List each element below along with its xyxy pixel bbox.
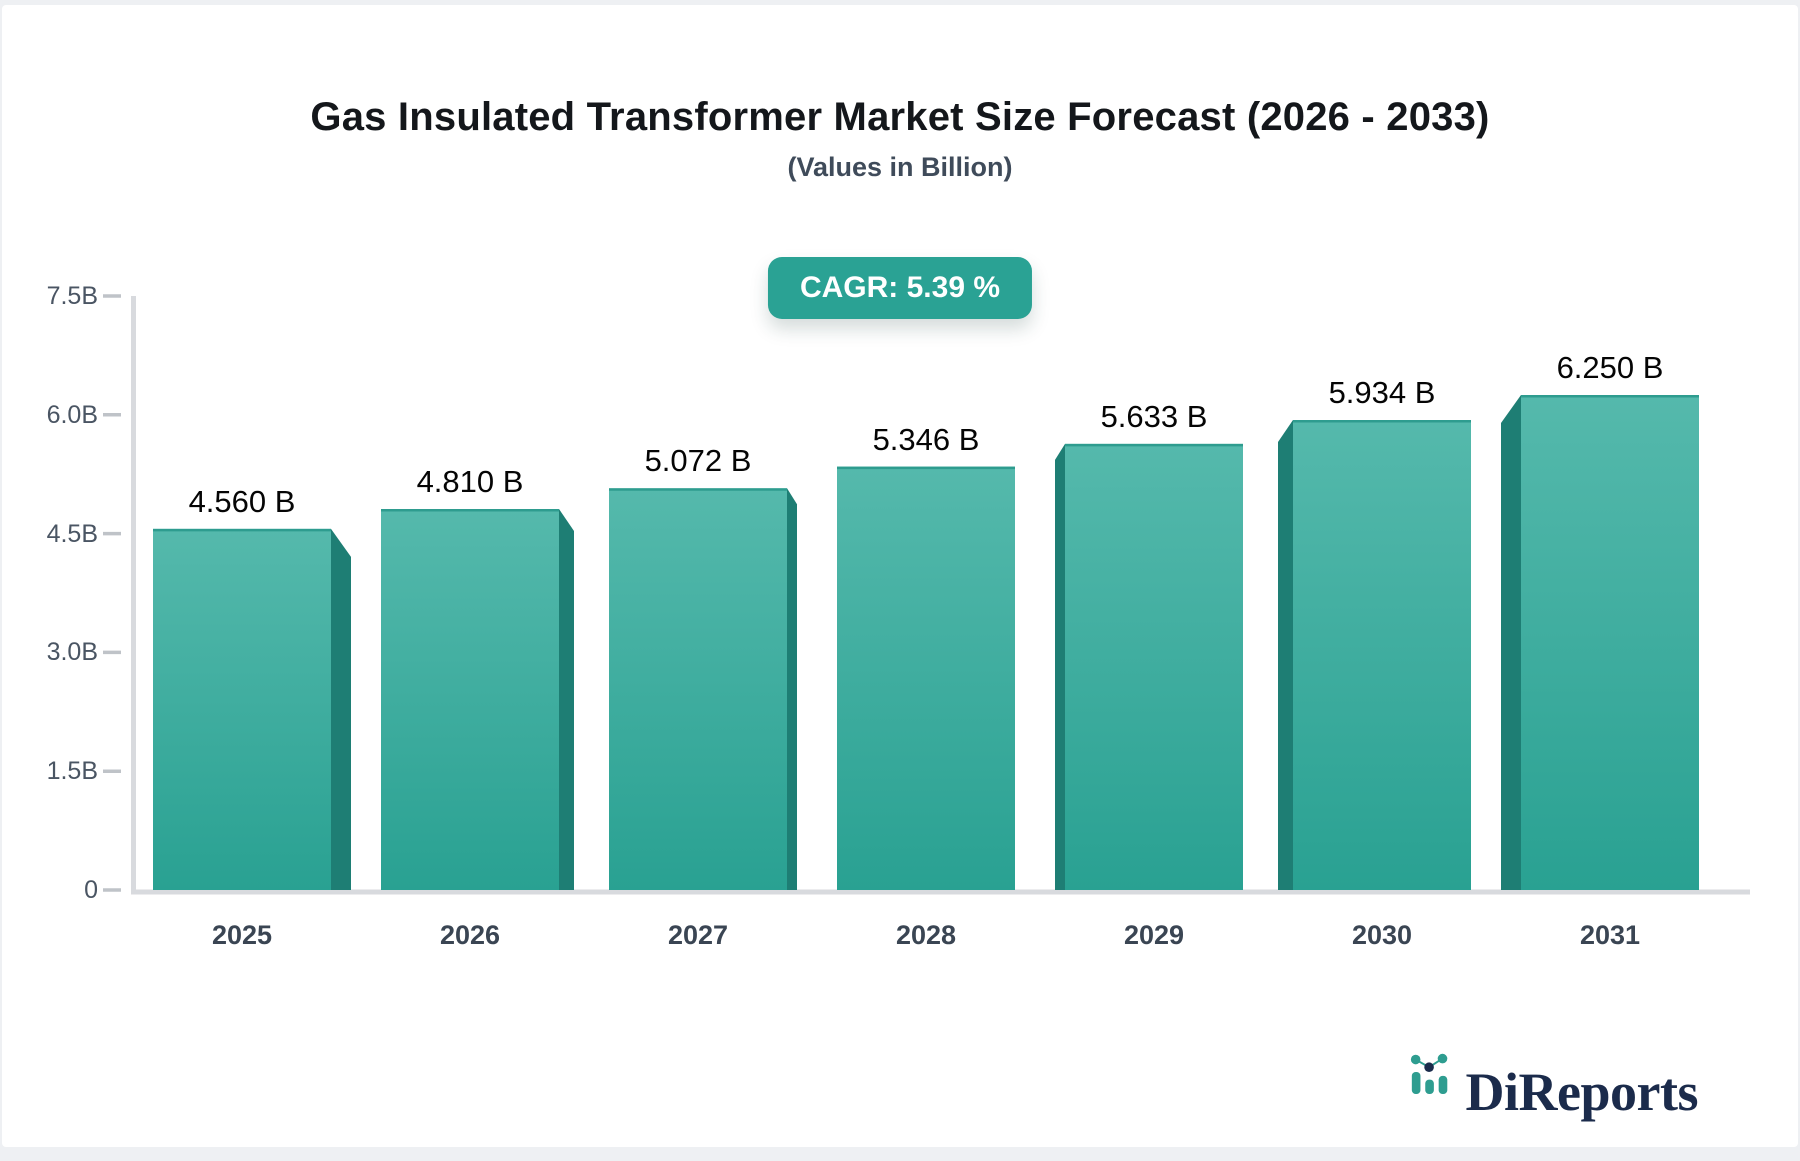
y-axis-tick-label: 1.5B xyxy=(46,757,98,786)
x-axis-category-label: 2026 xyxy=(439,920,501,950)
y-axis-tick-label: 7.5B xyxy=(46,282,98,310)
brand-name: DiReports xyxy=(1465,1062,1699,1122)
bars-group xyxy=(153,395,1699,890)
bar-chart-canvas xyxy=(103,294,1750,895)
bar-side-face xyxy=(787,488,797,890)
x-axis-category-label: 2028 xyxy=(895,920,957,950)
bar-front-face xyxy=(1293,420,1471,890)
bar-value-label: 6.250 B xyxy=(1556,350,1664,385)
bar-side-face xyxy=(1055,443,1065,890)
y-axis-ticks xyxy=(103,294,121,892)
bar-value-label: 5.346 B xyxy=(872,421,980,457)
bar-front-face xyxy=(1065,443,1243,890)
bar-front-face xyxy=(837,466,1015,890)
bar-value-label: 5.072 B xyxy=(644,443,752,479)
x-axis-category-label: 2029 xyxy=(1123,920,1185,950)
x-axis-category-label: 2031 xyxy=(1579,920,1641,950)
bar-side-face xyxy=(559,509,574,890)
y-axis-tick-label: 6.0B xyxy=(46,400,98,429)
x-axis-category-label: 2025 xyxy=(211,920,273,950)
bar-side-face xyxy=(1501,395,1521,890)
y-axis-tick-label: 4.5B xyxy=(46,519,98,548)
bar-value-label: 5.934 B xyxy=(1328,375,1436,411)
bar-side-face xyxy=(331,528,351,890)
bar-value-label: 4.560 B xyxy=(188,483,296,519)
bar-front-face xyxy=(381,509,559,890)
logo-chart-icon xyxy=(1410,1053,1447,1095)
y-axis-tick-label: 0 xyxy=(84,876,98,904)
y-axis-tick-label: 3.0B xyxy=(46,638,98,667)
bar-side-face xyxy=(1278,420,1293,890)
bar-value-label: 4.810 B xyxy=(416,464,524,500)
chart-subtitle: (Values in Billion) xyxy=(787,152,1013,182)
bar-front-face xyxy=(609,488,787,890)
brand-logo: DiReports xyxy=(1408,1041,1699,1122)
x-axis-category-label: 2027 xyxy=(667,920,729,950)
x-axis-category-label: 2030 xyxy=(1351,920,1413,950)
bar-value-label: 5.633 B xyxy=(1100,398,1208,434)
bar-front-face xyxy=(153,528,331,890)
bar-front-face xyxy=(1521,395,1699,890)
cagr-badge: CAGR: 5.39 % xyxy=(767,257,1033,319)
chart-card: Gas Insulated Transformer Market Size Fo… xyxy=(2,5,1798,1147)
chart-title: Gas Insulated Transformer Market Size Fo… xyxy=(310,95,1490,139)
